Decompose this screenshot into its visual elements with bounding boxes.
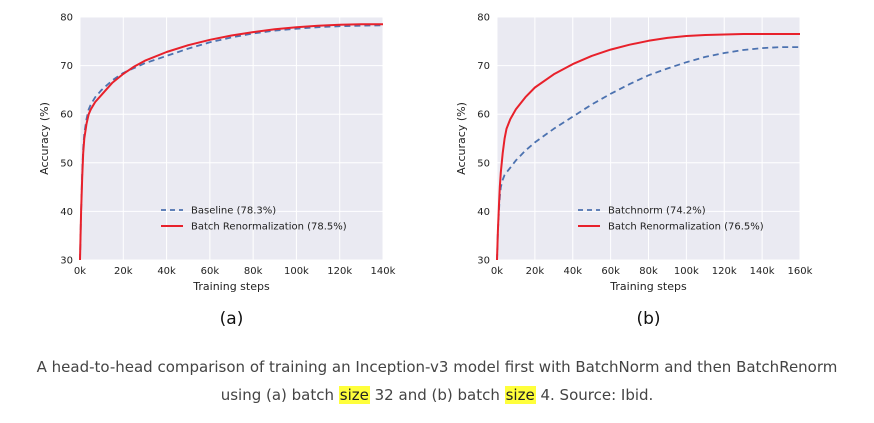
plot-area-a xyxy=(80,17,383,260)
highlight-size-1: size xyxy=(338,386,370,404)
y-tick-label-b-2: 50 xyxy=(477,158,490,169)
panel-label-b: (b) xyxy=(636,309,660,329)
series-line-b-1 xyxy=(496,33,800,261)
y-tick-label-a-2: 50 xyxy=(60,158,73,169)
x-axis-label-b: Training steps xyxy=(609,280,687,293)
x-tick-label-a-6: 120k xyxy=(327,266,352,277)
y-tick-label-a-4: 70 xyxy=(60,61,73,72)
legend-label-b-1: Batch Renormalization (76.5%) xyxy=(608,222,764,233)
x-tick-label-a-7: 140k xyxy=(371,266,396,277)
x-tick-label-b-7: 140k xyxy=(750,266,775,277)
x-tick-label-a-3: 60k xyxy=(201,266,220,277)
y-tick-label-a-0: 30 xyxy=(60,256,73,267)
y-tick-label-b-0: 30 xyxy=(477,256,490,267)
x-tick-label-b-2: 40k xyxy=(563,266,582,277)
series-line-a-0 xyxy=(79,24,384,261)
x-tick-label-b-6: 120k xyxy=(712,266,737,277)
figure: 0k 20k 40k 60k 80k 100k 120k 140k 30 40 50 60 70 80 Tr… xyxy=(38,13,813,330)
x-axis-label-a: Training steps xyxy=(192,280,270,293)
caption-text-1: A head-to-head comparison of training an… xyxy=(36,358,838,376)
y-tick-label-a-1: 40 xyxy=(60,207,73,218)
x-tick-label-b-5: 100k xyxy=(674,266,699,277)
x-tick-label-a-1: 20k xyxy=(114,266,133,277)
y-tick-label-b-5: 80 xyxy=(477,13,490,24)
x-tick-label-b-3: 60k xyxy=(601,266,620,277)
x-tick-label-b-4: 80k xyxy=(639,266,658,277)
y-axis-label-b: Accuracy (%) xyxy=(455,102,468,175)
x-tick-label-b-1: 20k xyxy=(526,266,545,277)
y-tick-label-b-1: 40 xyxy=(477,207,490,218)
x-tick-label-b-8: 160k xyxy=(788,266,813,277)
x-tick-label-a-2: 40k xyxy=(157,266,176,277)
y-tick-label-a-3: 60 xyxy=(60,110,73,121)
series-line-b-0 xyxy=(496,46,800,261)
x-tick-label-a-4: 80k xyxy=(244,266,263,277)
caption-text-2c: 4. Source: Ibid. xyxy=(535,386,654,404)
legend-label-b-0: Batchnorm (74.2%) xyxy=(608,206,706,217)
caption-text-2b: 32 and (b) batch xyxy=(369,386,505,404)
series-line-a-1 xyxy=(79,23,383,261)
caption-text-2a: using (a) batch xyxy=(220,386,339,404)
x-tick-label-a-5: 100k xyxy=(284,266,309,277)
y-tick-label-b-3: 60 xyxy=(477,110,490,121)
caption-line-1: A head-to-head comparison of training an… xyxy=(0,356,874,378)
caption-line-2: using (a) batch size 32 and (b) batch si… xyxy=(0,384,874,406)
legend-label-a-1: Batch Renormalization (78.5%) xyxy=(191,222,347,233)
panel-label-a: (a) xyxy=(220,309,244,329)
legend-label-a-0: Baseline (78.3%) xyxy=(191,206,276,217)
chart-panel-a: 0k 20k 40k 60k 80k 100k 120k 140k 30 40 50 60 70 80 Tr… xyxy=(38,13,396,330)
highlight-size-2: size xyxy=(504,386,536,404)
y-tick-label-a-5: 80 xyxy=(60,13,73,24)
y-tick-label-b-4: 70 xyxy=(477,61,490,72)
x-tick-label-b-0: 0k xyxy=(491,266,503,277)
x-tick-label-a-0: 0k xyxy=(74,266,86,277)
y-axis-label-a: Accuracy (%) xyxy=(38,102,51,175)
chart-panel-b: 0k 20k 40k 60k 80k 100k 120k 140k 160k 30 40 50 60 70… xyxy=(455,13,813,330)
